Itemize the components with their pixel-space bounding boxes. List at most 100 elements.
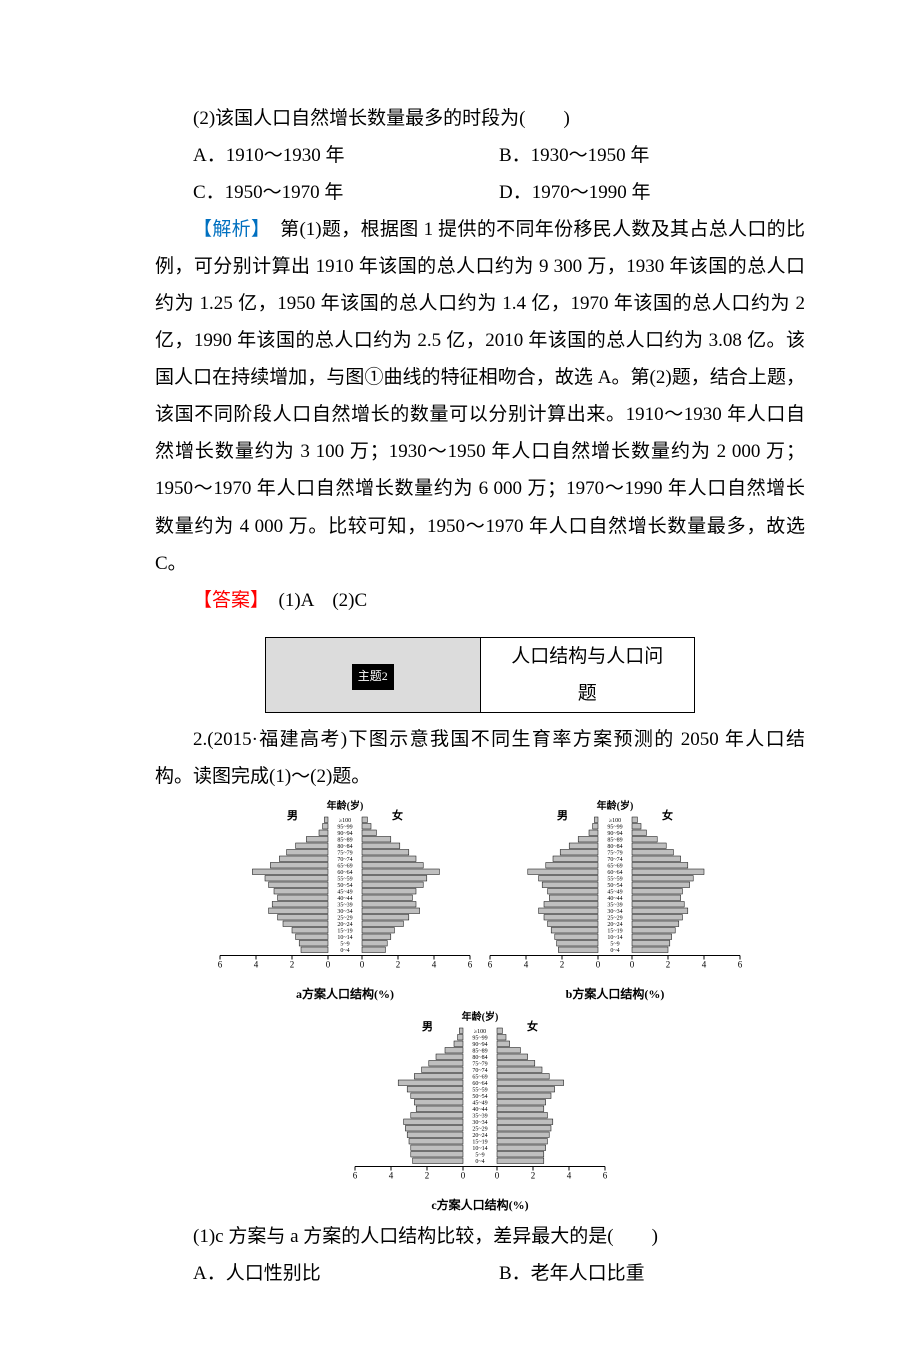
svg-text:90~94: 90~94 (472, 1042, 487, 1048)
svg-text:≥100: ≥100 (474, 1029, 486, 1035)
svg-text:0~4: 0~4 (475, 1159, 484, 1165)
svg-text:女: 女 (662, 808, 673, 822)
svg-text:0: 0 (360, 959, 365, 969)
svg-text:95~99: 95~99 (607, 824, 622, 830)
pyramid-row-2: 年龄(岁)男女≥10095~9990~9485~8980~8475~7970~7… (155, 1010, 805, 1217)
svg-text:75~79: 75~79 (337, 850, 352, 856)
svg-text:10~14: 10~14 (607, 935, 622, 941)
svg-text:女: 女 (392, 808, 403, 822)
svg-text:40~44: 40~44 (607, 896, 622, 902)
svg-text:0~4: 0~4 (340, 948, 349, 954)
svg-text:0: 0 (630, 959, 635, 969)
svg-text:30~34: 30~34 (337, 909, 352, 915)
option-a: A．1910～1930 年 (193, 137, 499, 174)
svg-text:20~24: 20~24 (472, 1133, 487, 1139)
analysis-paragraph: 【解析】 第(1)题，根据图 1 提供的不同年份移民人数及其占总人口的比例，可分… (155, 211, 805, 581)
svg-text:15~19: 15~19 (472, 1140, 487, 1146)
pyramid-c-chart: 年龄(岁)男女≥10095~9990~9485~8980~8475~7970~7… (350, 1010, 610, 1192)
svg-text:90~94: 90~94 (607, 831, 622, 837)
svg-text:40~44: 40~44 (472, 1107, 487, 1113)
pyramid-c-col: 年龄(岁)男女≥10095~9990~9485~8980~8475~7970~7… (350, 1010, 610, 1217)
topic-title-line2: 题 (480, 675, 695, 713)
svg-text:85~89: 85~89 (472, 1049, 487, 1055)
svg-text:45~49: 45~49 (607, 889, 622, 895)
svg-text:65~69: 65~69 (472, 1075, 487, 1081)
svg-text:45~49: 45~49 (472, 1101, 487, 1107)
svg-text:55~59: 55~59 (607, 876, 622, 882)
svg-text:4: 4 (254, 959, 259, 969)
svg-text:男: 男 (287, 809, 298, 822)
svg-text:85~89: 85~89 (337, 837, 352, 843)
option-d: D．1970～1990 年 (499, 174, 805, 211)
svg-text:25~29: 25~29 (337, 915, 352, 921)
svg-text:40~44: 40~44 (337, 896, 352, 902)
svg-text:6: 6 (353, 1171, 358, 1181)
svg-text:55~59: 55~59 (337, 876, 352, 882)
svg-text:6: 6 (468, 959, 473, 969)
svg-text:4: 4 (702, 959, 707, 969)
svg-text:75~79: 75~79 (607, 850, 622, 856)
svg-text:≥100: ≥100 (339, 818, 351, 824)
question-2-options-row1: A．1910～1930 年 B．1930～1950 年 (193, 137, 805, 174)
svg-text:50~54: 50~54 (337, 883, 352, 889)
svg-text:60~64: 60~64 (337, 870, 352, 876)
svg-text:0: 0 (461, 1171, 466, 1181)
svg-text:35~39: 35~39 (472, 1114, 487, 1120)
svg-text:6: 6 (603, 1171, 608, 1181)
svg-text:6: 6 (218, 959, 223, 969)
svg-text:45~49: 45~49 (337, 889, 352, 895)
svg-text:≥100: ≥100 (609, 818, 621, 824)
answer-paragraph: 【答案】 (1)A (2)C (155, 582, 805, 619)
analysis-text: 第(1)题，根据图 1 提供的不同年份移民人数及其占总人口的比例，可分别计算出 … (155, 219, 805, 573)
svg-text:10~14: 10~14 (337, 935, 352, 941)
pyramid-b-label: b方案人口结构(%) (566, 983, 665, 1006)
pyramid-a-label: a方案人口结构(%) (296, 983, 394, 1006)
svg-text:50~54: 50~54 (607, 883, 622, 889)
pyramid-b-chart: 年龄(岁)男女≥10095~9990~9485~8980~8475~7970~7… (485, 799, 745, 981)
svg-text:年龄(岁): 年龄(岁) (327, 799, 364, 812)
svg-text:85~89: 85~89 (607, 837, 622, 843)
svg-text:0: 0 (596, 959, 601, 969)
svg-text:女: 女 (527, 1019, 538, 1033)
option-c: C．1950～1970 年 (193, 174, 499, 211)
svg-text:2: 2 (396, 959, 401, 969)
pyramid-c-label: c方案人口结构(%) (431, 1194, 528, 1217)
svg-text:5~9: 5~9 (610, 941, 619, 947)
svg-text:4: 4 (524, 959, 529, 969)
svg-text:2: 2 (531, 1171, 536, 1181)
svg-text:65~69: 65~69 (337, 863, 352, 869)
svg-text:30~34: 30~34 (472, 1120, 487, 1126)
svg-text:70~74: 70~74 (337, 857, 352, 863)
svg-text:35~39: 35~39 (607, 902, 622, 908)
question-2-stem: (2)该国人口自然增长数量最多的时段为( ) (155, 100, 805, 137)
svg-text:15~19: 15~19 (607, 928, 622, 934)
svg-text:2: 2 (666, 959, 671, 969)
svg-text:60~64: 60~64 (472, 1081, 487, 1087)
svg-text:2: 2 (425, 1171, 430, 1181)
svg-text:5~9: 5~9 (340, 941, 349, 947)
svg-text:6: 6 (488, 959, 493, 969)
svg-text:35~39: 35~39 (337, 902, 352, 908)
subquestion-1-stem: (1)c 方案与 a 方案的人口结构比较，差异最大的是( ) (155, 1218, 805, 1255)
topic-badge-cell: 主题2 (266, 637, 481, 712)
svg-text:80~84: 80~84 (337, 844, 352, 850)
svg-text:70~74: 70~74 (607, 857, 622, 863)
pyramid-b-col: 年龄(岁)男女≥10095~9990~9485~8980~8475~7970~7… (485, 799, 745, 1006)
answer-label: 【答案】 (193, 590, 260, 611)
option-b: B．1930～1950 年 (499, 137, 805, 174)
sub1-option-b: B．老年人口比重 (499, 1255, 805, 1292)
svg-text:95~99: 95~99 (472, 1036, 487, 1042)
svg-text:15~19: 15~19 (337, 928, 352, 934)
question-2-options-row2: C．1950～1970 年 D．1970～1990 年 (193, 174, 805, 211)
svg-text:30~34: 30~34 (607, 909, 622, 915)
pyramid-row-1: 年龄(岁)男女≥10095~9990~9485~8980~8475~7970~7… (155, 799, 805, 1006)
svg-text:70~74: 70~74 (472, 1068, 487, 1074)
svg-text:2: 2 (560, 959, 565, 969)
sub1-option-a: A．人口性别比 (193, 1255, 499, 1292)
svg-text:6: 6 (738, 959, 743, 969)
svg-text:25~29: 25~29 (607, 915, 622, 921)
svg-text:90~94: 90~94 (337, 831, 352, 837)
svg-text:75~79: 75~79 (472, 1062, 487, 1068)
svg-text:0~4: 0~4 (610, 948, 619, 954)
svg-text:20~24: 20~24 (607, 922, 622, 928)
